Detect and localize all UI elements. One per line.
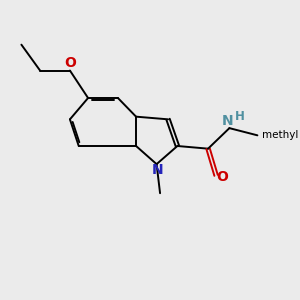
Text: H: H (235, 110, 244, 123)
Text: O: O (64, 56, 76, 70)
Text: O: O (216, 170, 228, 184)
Text: methyl: methyl (262, 130, 298, 140)
Text: N: N (152, 163, 164, 177)
Text: N: N (221, 115, 233, 128)
